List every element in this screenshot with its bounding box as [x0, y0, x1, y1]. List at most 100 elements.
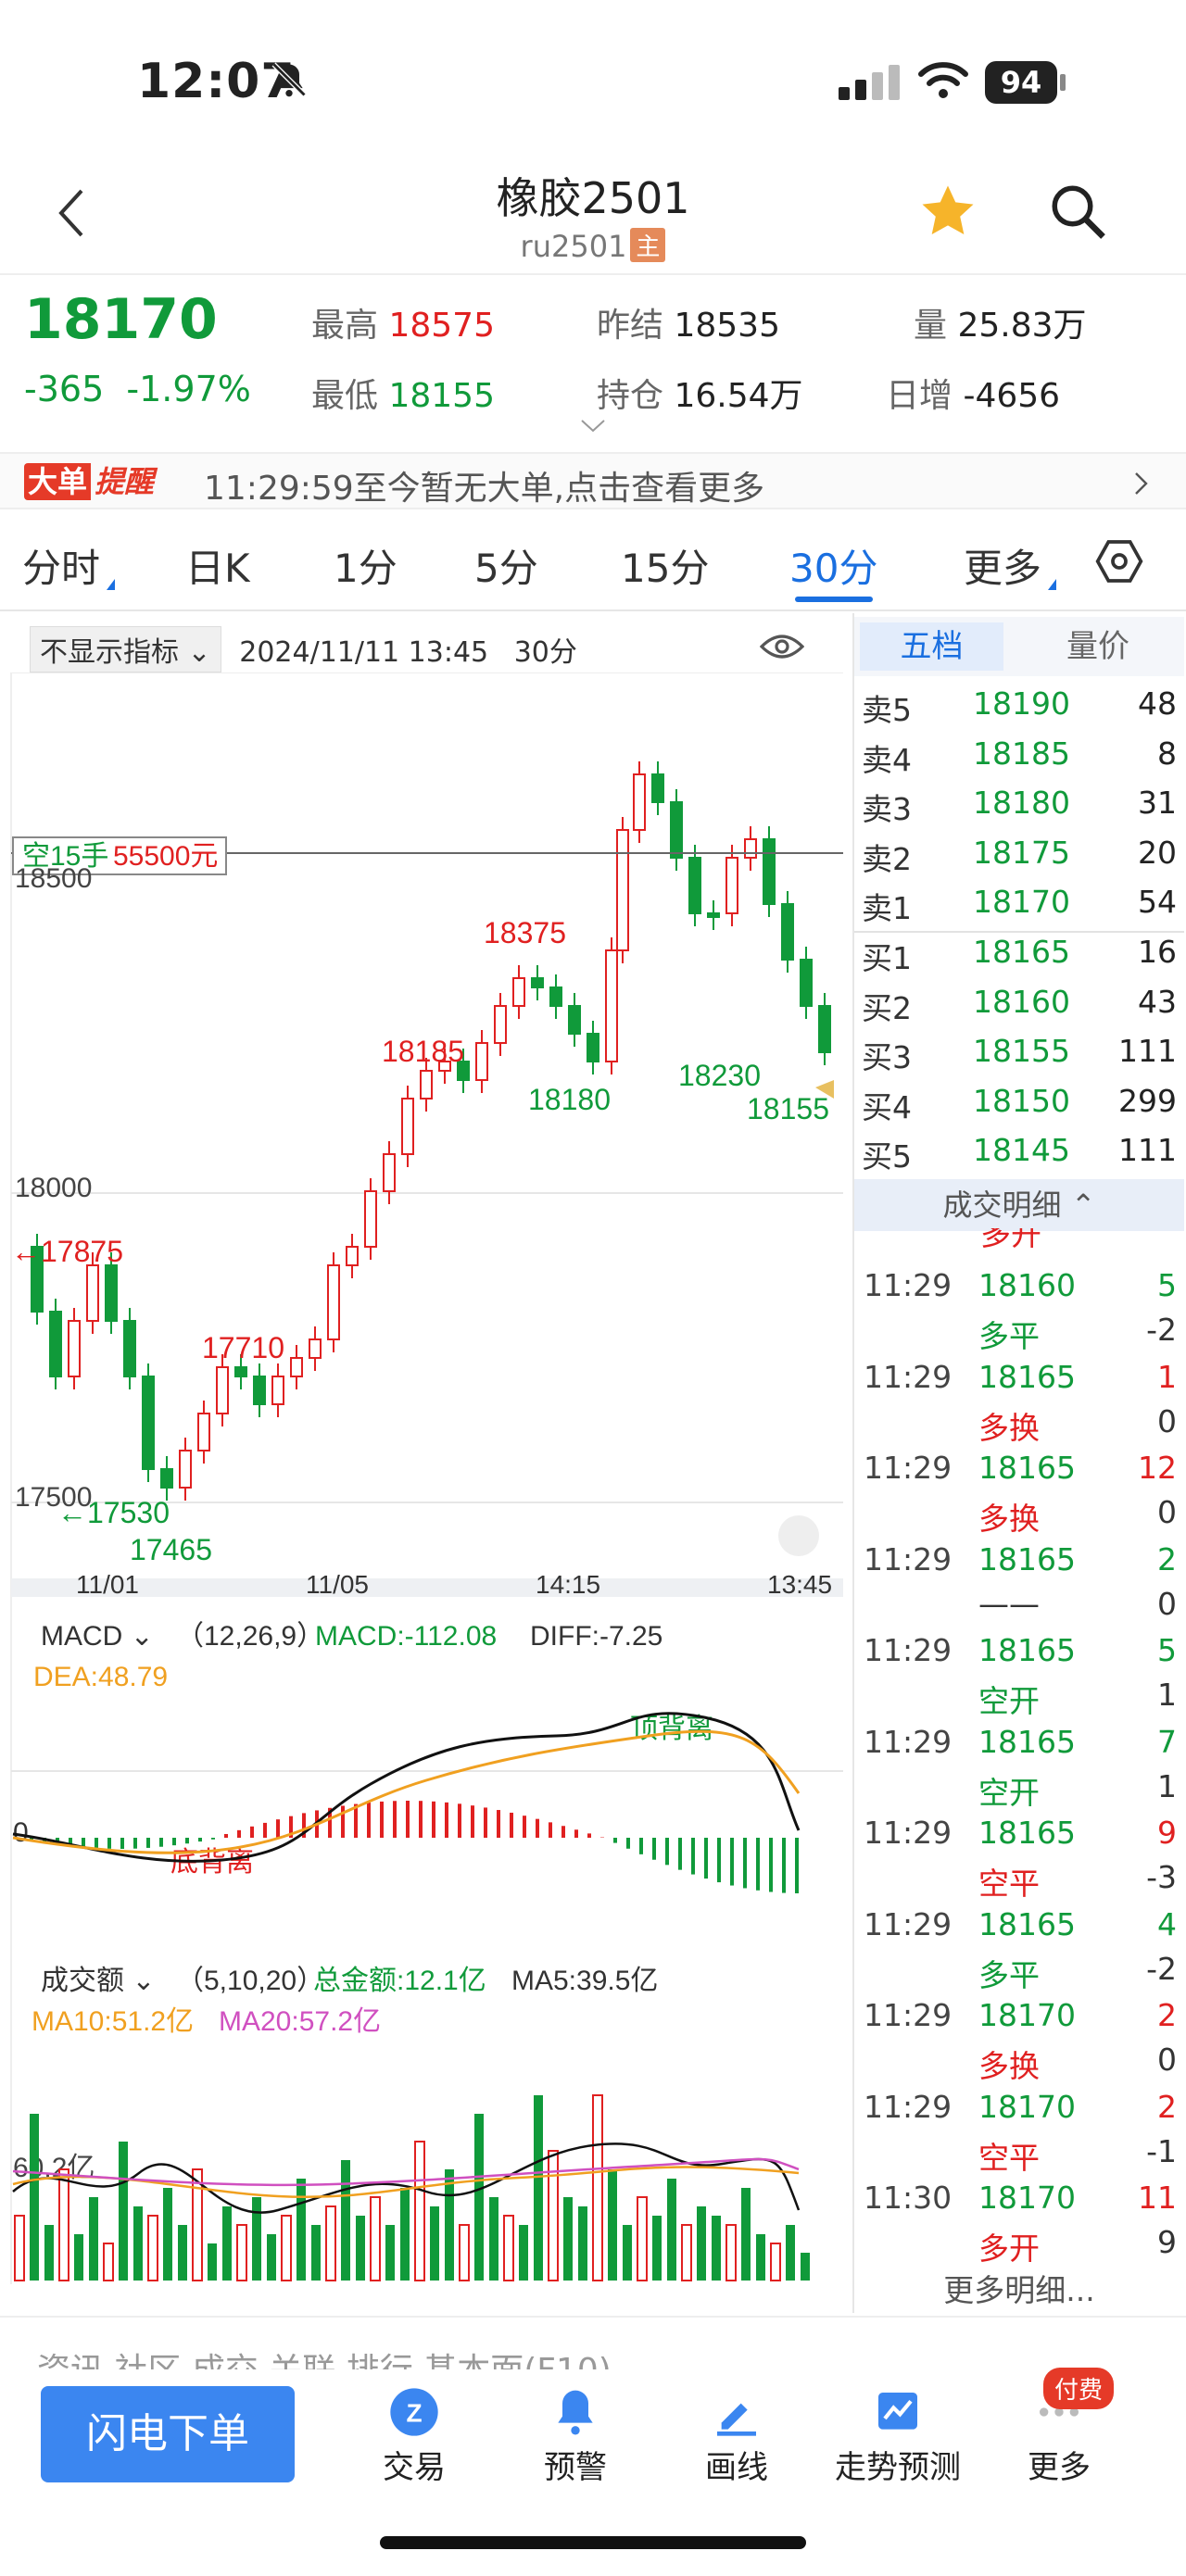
star-icon[interactable] [917, 181, 978, 242]
ask-level-row[interactable]: 卖5 18190 48 [854, 685, 1184, 735]
nav-draw[interactable]: 画线 [658, 2382, 815, 2487]
candle [364, 1190, 377, 1248]
trade-detail-header[interactable]: 成交明细 ⌃ [854, 1179, 1184, 1231]
level-price: 18180 [973, 785, 1070, 821]
low-label: 最低 [311, 377, 379, 415]
tab-5min[interactable]: 5分 [474, 546, 538, 591]
volume-bar [236, 2224, 247, 2281]
level-volume: 16 [1138, 934, 1177, 970]
trade-price: 18170 [978, 2088, 1076, 2125]
ask-level-row[interactable]: 卖3 18180 31 [854, 785, 1184, 834]
ma5-value: MA5:39.5亿 [511, 1966, 658, 1996]
nav-more[interactable]: 更多 [980, 2382, 1138, 2487]
trade-row: 11:29 18170 2 空平 -1 [854, 2085, 1184, 2176]
trade-time: 11:29 [864, 1358, 953, 1395]
level-price: 18175 [973, 834, 1070, 871]
big-order-tag-a: 大单 [24, 463, 92, 500]
candle [271, 1376, 284, 1405]
trade-time: 11:29 [864, 1997, 953, 2033]
ask-level-row[interactable]: 卖4 18185 8 [854, 735, 1184, 785]
x-tick-1101: 11/01 [76, 1570, 139, 1599]
candle [707, 912, 720, 918]
trade-detail-title: 成交明细 [942, 1187, 1062, 1223]
trade-row: 11:29 18165 12 多换 0 [854, 1446, 1184, 1537]
bid-level-row[interactable]: 买3 18155 111 [854, 1033, 1184, 1082]
tab-intraday[interactable]: 分时 [22, 537, 116, 594]
bid-level-row[interactable]: 买5 18145 111 [854, 1132, 1184, 1181]
volume-value: 25.83万 [957, 307, 1087, 345]
marker-18230: 18230 [678, 1059, 761, 1092]
volume-label: 量 [914, 307, 948, 345]
paid-badge: 付费 [1043, 2368, 1115, 2409]
tab-30min[interactable]: 30分 [789, 546, 878, 591]
candle [800, 959, 813, 1007]
macd-value: MACD:-112.08 [315, 1621, 497, 1652]
nav-forecast[interactable]: 走势预测 [819, 2382, 977, 2487]
eye-icon[interactable] [760, 630, 804, 663]
macd-zero-label: 0 [13, 1817, 29, 1848]
reset-icon[interactable] [778, 1515, 819, 1556]
level-price: 18155 [973, 1033, 1070, 1069]
alert-text[interactable]: 11:29:59至今暂无大单,点击查看更多 [204, 470, 765, 508]
tab-15min[interactable]: 15分 [621, 546, 710, 591]
price-change: -365 -1.97% [24, 369, 251, 409]
bid-level-row[interactable]: 买1 18165 16 [854, 934, 1184, 983]
candle [216, 1366, 229, 1414]
chevron-right-icon[interactable] [1132, 471, 1151, 496]
diff-line [12, 1712, 801, 1863]
tab-volume-price[interactable]: 量价 [1066, 628, 1129, 665]
ask-level-row[interactable]: 卖1 18170 54 [854, 884, 1184, 933]
big-order-alert-bar[interactable] [0, 452, 1186, 509]
trade-row: 11:29 18165 5 空开 1 [854, 1628, 1184, 1719]
daily-increase-stat: 日增 -4656 [886, 369, 1060, 417]
more-trades-link[interactable]: 更多明细... [943, 2272, 1095, 2308]
level-label: 买3 [862, 1039, 912, 1075]
level-volume: 31 [1138, 785, 1177, 821]
volume-bar [400, 2188, 410, 2281]
chart-toolbar: 不显示指标 ⌄ 2024/11/11 13:45 30分 [30, 626, 577, 672]
indicator-select-label: 不显示指标 [40, 636, 179, 669]
candle [651, 773, 664, 803]
candle [587, 1033, 599, 1062]
trade-time: 11:29 [864, 1267, 953, 1303]
tab-daily-k[interactable]: 日K [185, 546, 250, 591]
volume-bar [592, 2094, 603, 2281]
candle [142, 1376, 155, 1470]
marker-17875: ←17875 [11, 1235, 123, 1268]
candle [494, 1005, 507, 1044]
volume-bar [519, 2225, 528, 2281]
trade-kind: 多平 [978, 1956, 1040, 1993]
kline-chart-area[interactable]: 空15手 55500元 18500 18000 17500 ←17875 177… [0, 672, 852, 2303]
bid-level-row[interactable]: 买2 18160 43 [854, 984, 1184, 1033]
settings-hexagon-icon[interactable] [1093, 535, 1145, 587]
trade-volume: 4 [1157, 1905, 1177, 1942]
tab-1min[interactable]: 1分 [334, 546, 397, 591]
trade-volume: 2 [1157, 1540, 1177, 1577]
volume-bar [222, 2206, 232, 2281]
daily-increase-value: -4656 [963, 377, 1061, 415]
info-tabs-partial[interactable]: 资讯 社区 成交 关联 排行 基本面(F10) [37, 2344, 1149, 2369]
nav-alert[interactable]: 预警 [497, 2382, 654, 2487]
volume-bar [385, 2225, 395, 2281]
indicator-select[interactable]: 不显示指标 ⌄ [30, 626, 221, 672]
flash-order-button[interactable]: 闪电下单 [41, 2386, 295, 2482]
tab-five-levels[interactable]: 五档 [860, 622, 1003, 671]
trade-price: 18165 [978, 1540, 1076, 1577]
bid-level-row[interactable]: 买4 18150 299 [854, 1083, 1184, 1132]
tab-more[interactable]: 更多 [964, 537, 1057, 594]
ask-level-row[interactable]: 卖2 18175 20 [854, 835, 1184, 884]
trade-oi-change: 0 [1157, 1494, 1177, 1530]
volume-select[interactable]: 成交额 ⌄ [41, 1966, 155, 1996]
macd-select[interactable]: MACD ⌄ [41, 1621, 154, 1652]
chevron-down-icon[interactable] [580, 419, 606, 434]
search-icon[interactable] [1047, 181, 1108, 242]
nav-trade[interactable]: Z 交易 [335, 2382, 493, 2487]
volume-bar [356, 2216, 365, 2281]
back-icon[interactable] [54, 185, 91, 241]
level-label: 卖4 [862, 741, 912, 778]
candle [457, 1061, 470, 1081]
volume-bar [119, 2142, 128, 2281]
order-book-panel [852, 613, 1186, 2313]
level-volume: 48 [1138, 685, 1177, 722]
candle [234, 1366, 247, 1377]
